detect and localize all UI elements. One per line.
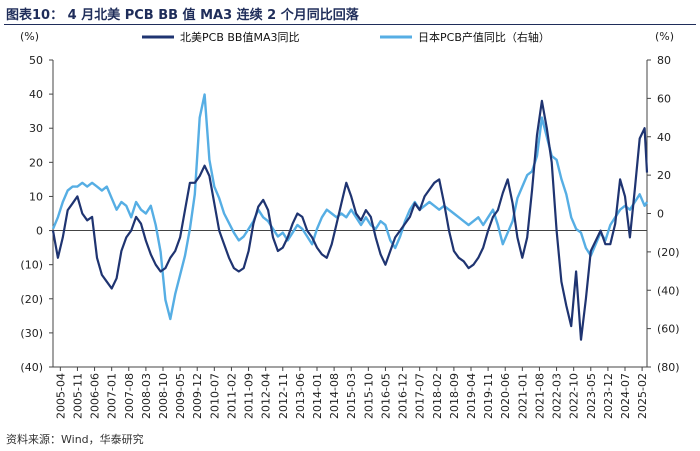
y-tick-label-right: 60 [657,92,671,105]
x-tick-label: 2005-11 [71,373,84,419]
x-tick-label: 2014-01 [311,373,324,419]
x-tick-label: 2025-02 [636,373,649,419]
y-tick-label-right: (20) [657,246,680,259]
x-tick-label: 2022-03 [551,373,564,419]
y-tick-label-left: 10 [29,190,43,203]
chart-legend: 北美PCB BB值MA3同比 日本PCB产值同比（右轴） [142,30,550,44]
chart-title: 图表10： 4 月北美 PCB BB 值 MA3 连续 2 个月同比回落 [6,8,359,23]
x-tick-label: 2024-07 [619,373,632,419]
chart-axes: (%) (%) 50 40 30 20 10 0 (10) (20) (30) (40) 80 60 40 2… [20,30,680,419]
y-tick-label-left: (10) [20,259,43,272]
y-tick-label-left: (40) [20,361,43,374]
x-tick-label: 2006-06 [89,373,102,419]
x-tick-label: 2023-05 [585,373,598,419]
y-tick-label-right: (80) [657,361,680,374]
legend-item-north-america-bb-label: 北美PCB BB值MA3同比 [180,31,299,44]
x-tick-label: 2012-04 [260,373,273,419]
x-tick-label: 2019-04 [465,373,478,419]
x-tick-label: 2018-02 [431,373,444,419]
y-tick-label-right: 0 [657,208,664,221]
series-line-japan-pcb [51,93,649,321]
y-tick-label-right: (60) [657,323,680,336]
y-tick-label-right: 20 [657,169,671,182]
chart-series [51,93,649,341]
y-tick-label-left: 30 [29,122,43,135]
y-tick-label-right: 40 [657,131,671,144]
y-tick-label-left: (20) [20,293,43,306]
x-tick-label: 2013-06 [294,373,307,419]
x-tick-label: 2018-09 [448,373,461,419]
x-tick-label: 2007-01 [106,373,119,419]
legend-item-japan-pcb-label: 日本PCB产值同比（右轴） [418,30,550,44]
source-note: 资料来源：Wind，华泰研究 [6,433,144,446]
x-tick-label: 2017-07 [414,373,427,419]
x-tick-label: 2022-10 [568,373,581,419]
x-tick-label: 2014-08 [328,373,341,419]
series-line-north-america-bb [51,99,649,341]
y-tick-label-right: (40) [657,284,680,297]
y-tick-label-right: 80 [657,54,671,67]
x-tick-label: 2007-08 [123,373,136,419]
x-tick-label: 2015-10 [362,373,375,419]
x-tick-label: 2009-12 [191,373,204,419]
y-tick-label-left: 20 [29,156,43,169]
x-tick-label: 2009-05 [174,373,187,419]
x-tick-label: 2005-04 [54,373,67,419]
x-tick-label: 2016-05 [379,373,392,419]
x-tick-label: 2016-12 [397,373,410,419]
x-tick-label: 2020-06 [499,373,512,419]
x-tick-label: 2019-11 [482,373,495,419]
x-tick-label: 2012-11 [277,373,290,419]
y-tick-label-left: 50 [29,54,43,67]
x-tick-label: 2021-01 [516,373,529,419]
x-tick-label: 2021-08 [533,373,546,419]
y-tick-label-left: 0 [36,225,43,238]
x-tick-label: 2015-03 [345,373,358,419]
x-tick-label: 2011-02 [225,373,238,419]
y-tick-label-left: 40 [29,88,43,101]
x-tick-label: 2023-12 [602,373,615,419]
x-tick-label: 2008-03 [140,373,153,419]
y-tick-label-left: (30) [20,327,43,340]
x-tick-label: 2008-10 [157,373,170,419]
y-axis-left-unit: (%) [20,30,39,43]
title-divider [4,24,696,25]
x-tick-label: 2010-07 [208,373,221,419]
y-axis-right-unit: (%) [655,30,674,43]
x-tick-label: 2011-09 [243,373,256,419]
